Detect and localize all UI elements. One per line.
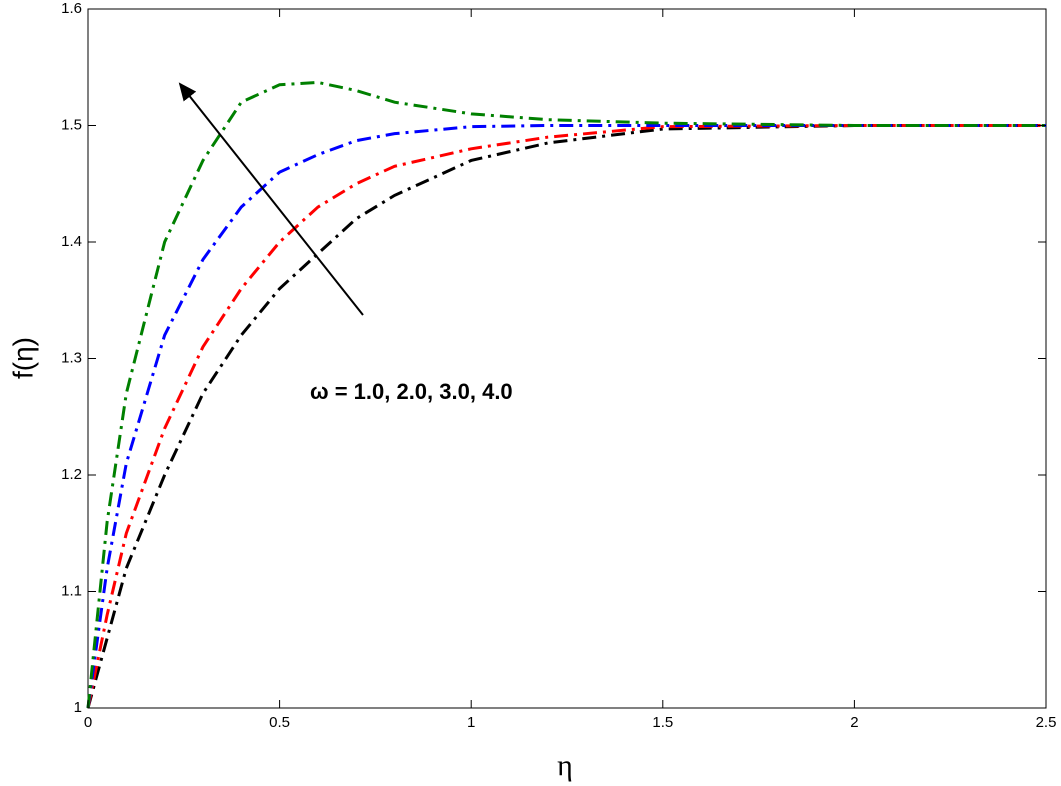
- series-line: [86, 80, 1046, 709]
- y-tick-label: 1.1: [61, 582, 82, 599]
- y-tick-label: 1.3: [61, 349, 82, 366]
- x-tick-label: 1.5: [652, 714, 673, 731]
- plot-frame: [87, 8, 1047, 709]
- x-tick-label: 0: [84, 714, 92, 731]
- series-line: [86, 124, 1046, 709]
- x-axis-label: η: [557, 749, 573, 782]
- trend-arrow: [178, 82, 364, 316]
- x-tick-label: 0.5: [269, 714, 290, 731]
- y-tick-label: 1: [74, 699, 82, 716]
- annotation: ω = 1.0, 2.0, 3.0, 4.0: [310, 379, 513, 404]
- series-line: [86, 124, 1046, 709]
- y-tick-label: 1.4: [61, 233, 82, 250]
- x-tick-label: 2.5: [1036, 714, 1057, 731]
- y-tick-label: 1.2: [61, 466, 82, 483]
- plot-area: [86, 80, 1046, 709]
- y-tick-label: 1.5: [61, 116, 82, 133]
- x-tick-label: 2: [850, 714, 858, 731]
- x-tick-label: 1: [467, 714, 475, 731]
- y-tick-label: 1.6: [61, 0, 82, 17]
- series-line: [86, 124, 1046, 709]
- y-axis-label: f(η): [7, 337, 38, 379]
